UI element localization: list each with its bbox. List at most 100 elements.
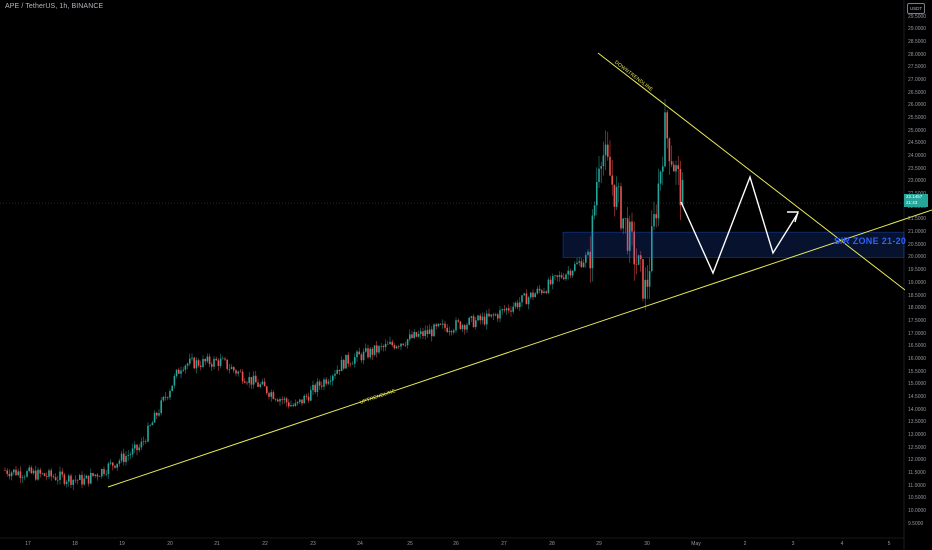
candle-body xyxy=(347,354,349,364)
candle-body xyxy=(442,323,444,325)
candle-body xyxy=(655,214,657,219)
candle-body xyxy=(244,381,246,383)
candle-body xyxy=(310,390,312,401)
candle-body xyxy=(349,363,352,365)
drawings xyxy=(107,52,932,488)
candle-body xyxy=(393,345,396,349)
candle-body xyxy=(598,168,600,183)
candle-body xyxy=(26,471,28,477)
sr-zone-box xyxy=(562,231,905,258)
candle-body xyxy=(523,293,525,296)
price-tick: 16.5000 xyxy=(908,343,927,350)
candle-body xyxy=(305,395,308,397)
candle-body xyxy=(576,262,578,265)
candle-body xyxy=(197,360,200,366)
candle-body xyxy=(171,385,173,391)
candle-body xyxy=(626,218,629,251)
candle-body xyxy=(129,454,132,456)
candle-body xyxy=(237,371,239,374)
candle-body xyxy=(604,144,607,156)
time-tick: 17 xyxy=(25,541,31,547)
candle-body xyxy=(191,357,193,359)
candle-body xyxy=(21,477,24,478)
candle-body xyxy=(81,474,83,485)
candle-body xyxy=(545,291,547,293)
candle-body xyxy=(640,255,642,260)
candle-body xyxy=(74,479,77,481)
candle-body xyxy=(283,398,286,400)
candle-body xyxy=(255,375,257,383)
price-tick: 26.5000 xyxy=(908,89,927,96)
candle-body xyxy=(90,472,92,484)
candle-body xyxy=(455,320,457,331)
candle-body xyxy=(646,279,649,287)
candle-body xyxy=(468,317,470,325)
price-tick: 19.0000 xyxy=(908,279,927,286)
candle-body xyxy=(554,275,556,277)
price-tick: 23.0000 xyxy=(908,178,927,185)
price-tick: 21.5000 xyxy=(908,216,927,223)
candle-body xyxy=(178,369,180,374)
candle-body xyxy=(653,214,655,227)
candle-body xyxy=(549,279,552,285)
price-tick: 18.0000 xyxy=(908,305,927,312)
candle-body xyxy=(591,215,594,269)
price-tick: 11.5000 xyxy=(908,469,926,476)
time-tick: 4 xyxy=(840,541,844,547)
time-tick: 3 xyxy=(791,541,795,547)
candle-body xyxy=(470,316,473,318)
candle-body xyxy=(422,331,424,337)
candle-body xyxy=(543,291,545,293)
price-tick: 13.5000 xyxy=(908,419,927,426)
candle-body xyxy=(510,310,512,312)
time-tick: 24 xyxy=(357,541,363,547)
candle-body xyxy=(521,295,523,303)
candle-body xyxy=(103,468,105,475)
candle-body xyxy=(547,279,550,293)
candle-body xyxy=(162,396,165,401)
candle-body xyxy=(138,447,140,451)
candle-body xyxy=(316,381,319,392)
price-tick: 14.0000 xyxy=(908,406,927,413)
price-tick: 28.5000 xyxy=(908,39,927,46)
candle-body xyxy=(593,205,596,216)
candle-body xyxy=(134,444,136,449)
candle-body xyxy=(30,467,33,474)
candle-body xyxy=(195,360,198,369)
candle-body xyxy=(10,472,13,477)
candle-body xyxy=(466,324,468,330)
time-tick: 27 xyxy=(501,541,507,547)
candle-body xyxy=(101,468,103,477)
candle-body xyxy=(541,290,543,293)
candle-body xyxy=(631,221,633,232)
candle-body xyxy=(501,309,503,311)
candle-body xyxy=(536,288,539,294)
candle-body xyxy=(52,476,55,478)
downtrend-line xyxy=(597,52,906,291)
symbol-title[interactable]: APE / TetherUS, 1h, BINANCE xyxy=(5,3,104,10)
candle-body xyxy=(437,323,440,327)
candle-body xyxy=(41,473,44,474)
candle-body xyxy=(609,156,611,176)
currency-badge[interactable]: USDT xyxy=(907,3,925,14)
candle-body xyxy=(292,405,294,407)
candle-body xyxy=(439,323,442,325)
candle-body xyxy=(417,334,420,337)
candle-body xyxy=(169,390,171,398)
candle-body xyxy=(560,275,563,278)
candle-body xyxy=(387,343,389,345)
candle-body xyxy=(351,363,354,365)
candle-body xyxy=(114,465,116,468)
candle-body xyxy=(43,473,46,477)
candle-body xyxy=(426,330,429,335)
candle-body xyxy=(635,264,638,265)
candle-body xyxy=(290,405,292,407)
candle-body xyxy=(202,358,204,367)
candle-body xyxy=(497,314,499,319)
candle-body xyxy=(50,470,52,477)
candle-body xyxy=(637,255,640,265)
candle-body xyxy=(600,166,602,169)
candle-body xyxy=(92,472,94,476)
time-tick: 20 xyxy=(167,541,173,547)
